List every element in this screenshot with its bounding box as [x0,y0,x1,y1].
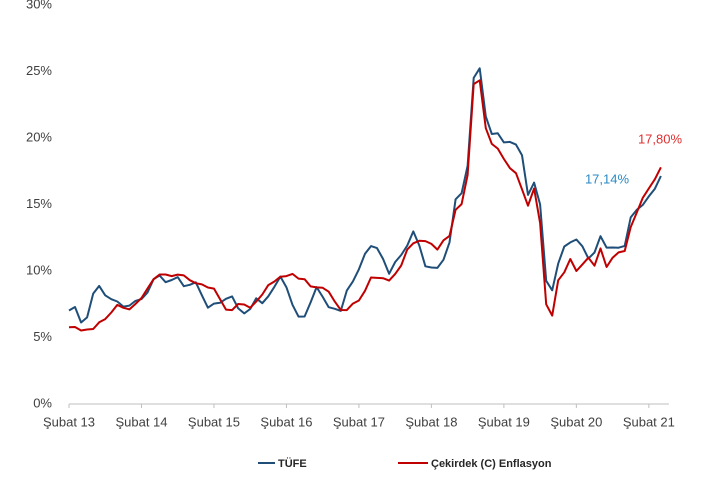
x-tick-label: Şubat 15 [188,414,240,429]
y-tick-label: 15% [26,196,52,211]
y-tick-label: 5% [33,329,52,344]
x-tick-label: Şubat 17 [333,414,385,429]
x-tick-label: Şubat 20 [550,414,602,429]
legend-label: Çekirdek (C) Enflasyon [431,458,552,470]
annotation: 17,14% [585,171,630,186]
series-line [68,79,662,332]
series-line [68,67,662,324]
x-tick-label: Şubat 19 [478,414,530,429]
y-tick-label: 25% [26,63,52,78]
y-tick-label: 20% [26,129,52,144]
legend-label: TÜFE [278,457,307,470]
y-tick-label: 30% [26,0,52,11]
x-tick-label: Şubat 16 [260,414,312,429]
x-tick-label: Şubat 13 [43,414,95,429]
y-tick-label: 10% [26,262,52,277]
x-tick-label: Şubat 18 [405,414,457,429]
annotation: 17,80% [638,131,683,146]
y-tick-label: 0% [33,395,52,410]
x-tick-label: Şubat 14 [115,414,167,429]
x-tick-label: Şubat 21 [623,414,675,429]
